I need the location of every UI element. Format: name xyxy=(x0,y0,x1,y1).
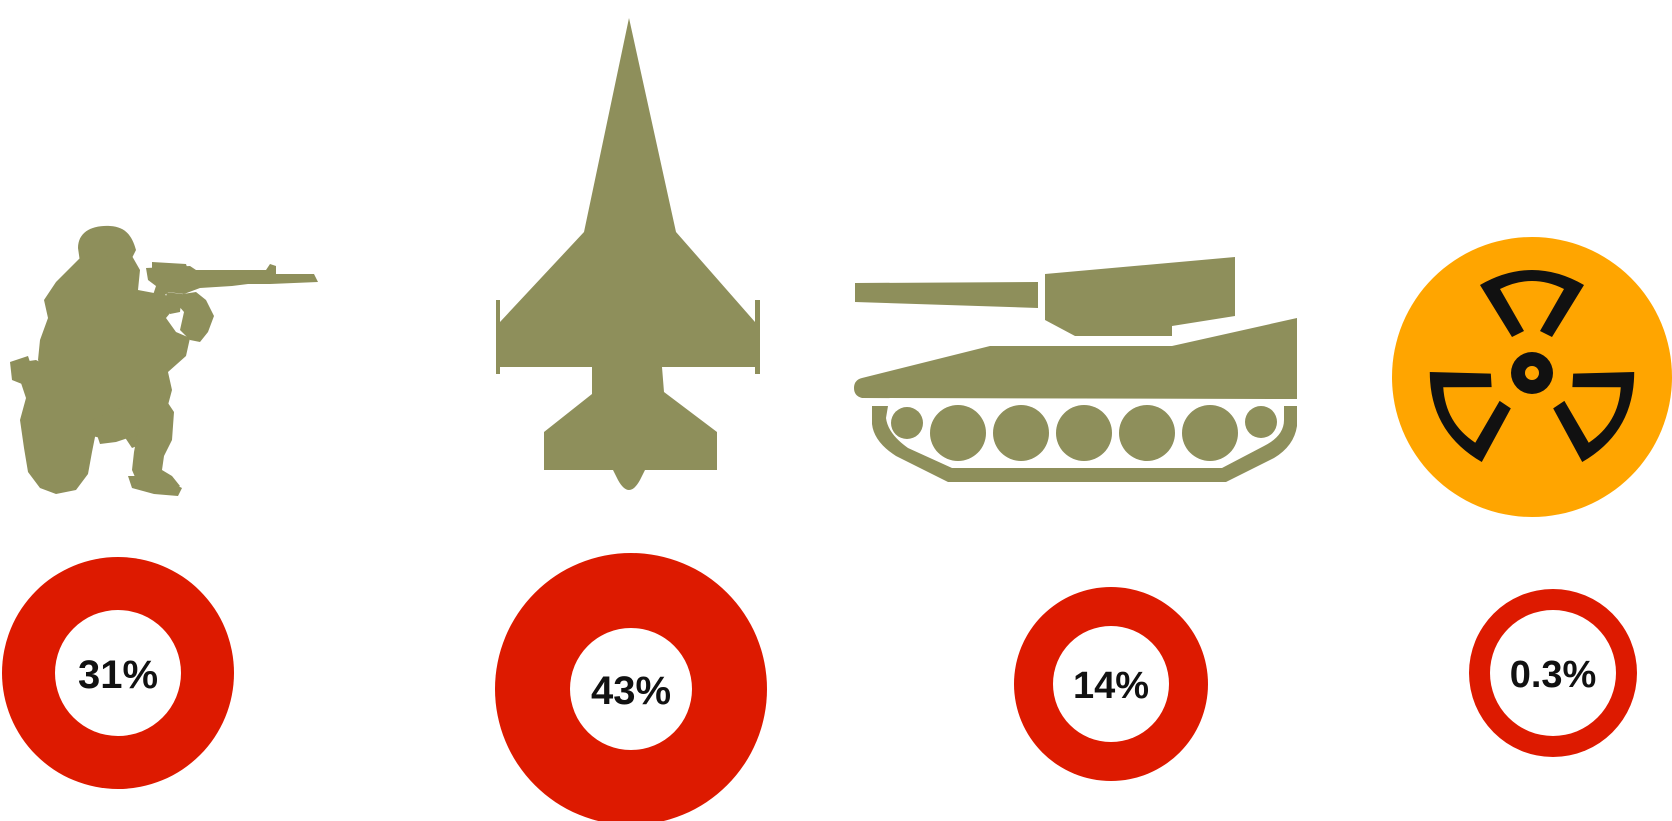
tank-icon xyxy=(854,257,1297,482)
percent-label: 0.3% xyxy=(1510,654,1597,696)
ring-43: 43% xyxy=(495,553,767,821)
fighter-jet-icon xyxy=(496,18,760,490)
radiation-hazard-icon xyxy=(1392,237,1672,517)
ring-14: 14% xyxy=(1014,587,1208,781)
soldier-icon xyxy=(10,225,318,496)
percent-label: 31% xyxy=(78,653,158,697)
percent-label: 43% xyxy=(591,669,671,713)
ring-31: 31% xyxy=(2,557,234,789)
percent-label: 14% xyxy=(1073,665,1149,707)
ring-0-3: 0.3% xyxy=(1469,589,1637,757)
